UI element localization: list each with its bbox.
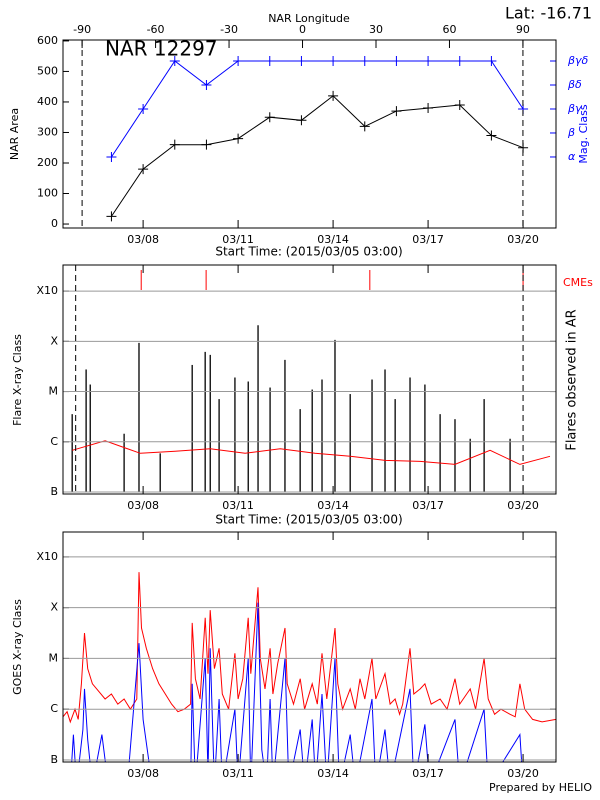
y-tick-label: M	[49, 651, 59, 664]
plot-frame	[62, 531, 557, 763]
x2-tick-label: 90	[516, 23, 530, 36]
x-tick-label: 03/08	[127, 233, 159, 246]
y2-tick-label: βγδ	[567, 54, 589, 67]
x-tick-label: 03/11	[222, 767, 254, 780]
point-marker	[328, 90, 339, 101]
point-marker	[454, 55, 465, 66]
flare-rate-line	[72, 440, 551, 465]
x2-tick-label: -90	[73, 23, 91, 36]
x-tick-label: 03/08	[127, 767, 159, 780]
point-marker	[296, 55, 307, 66]
point-marker	[169, 139, 180, 150]
y2-tick-label: βδ	[567, 78, 582, 91]
point-marker	[359, 121, 370, 132]
y-axis-label: Flare X-ray Class	[11, 334, 24, 426]
point-marker	[423, 55, 434, 66]
y-tick-label: B	[50, 753, 58, 766]
y-tick-label: 600	[37, 34, 58, 47]
x-axis-label: Start Time: (2015/03/05 03:00)	[215, 245, 402, 259]
y-tick-label: X	[50, 334, 58, 347]
plot-area	[71, 270, 551, 492]
point-marker	[486, 55, 497, 66]
x-tick-label: 03/14	[317, 499, 349, 512]
plot-area	[106, 55, 529, 222]
plot-area	[63, 572, 556, 762]
x-tick-label: 03/20	[507, 767, 539, 780]
y2-axis-label: Mag. Class	[577, 104, 590, 163]
point-marker	[106, 151, 117, 162]
x2-tick-label: -30	[220, 23, 238, 36]
y-tick-label: 0	[51, 217, 58, 230]
point-marker	[359, 55, 370, 66]
x-tick-label: 03/20	[507, 499, 539, 512]
series-line	[71, 602, 523, 762]
y-tick-label: 500	[37, 64, 58, 77]
latitude: Lat: -16.71	[505, 4, 592, 23]
y2-tick-label: α	[568, 150, 576, 163]
x-axis-label: Start Time: (2015/03/05 03:00)	[215, 513, 402, 527]
y2-axis-label: Flares observed in AR	[565, 309, 580, 450]
point-marker	[138, 103, 149, 114]
y-tick-label: 200	[37, 156, 58, 169]
point-marker	[486, 130, 497, 141]
series-line	[110, 60, 524, 158]
x2-tick-label: 0	[299, 23, 306, 36]
y-tick-label: 100	[37, 187, 58, 200]
y2-tick-label: βγ	[567, 102, 582, 115]
y-tick-label: B	[50, 485, 58, 498]
x-tick-label: 03/11	[222, 233, 254, 246]
y-tick-label: 400	[37, 95, 58, 108]
x-tick-label: 03/17	[412, 233, 444, 246]
plot-frame	[62, 39, 557, 229]
x2-tick-label: -60	[147, 23, 165, 36]
point-marker	[201, 139, 212, 150]
y-tick-label: 300	[37, 125, 58, 138]
point-marker	[391, 106, 402, 117]
x-tick-label: 03/11	[222, 499, 254, 512]
point-marker	[391, 55, 402, 66]
y-axis-label: GOES X-ray Class	[11, 599, 24, 695]
cme-label: CMEs	[563, 276, 593, 289]
series-line	[110, 95, 524, 217]
credit: Prepared by HELIO	[489, 781, 592, 794]
x-tick-label: 03/14	[317, 233, 349, 246]
x-tick-label: 03/08	[127, 499, 159, 512]
y-tick-label: C	[50, 435, 58, 448]
y-axis-label: NAR Area	[8, 108, 21, 160]
y-tick-label: X10	[36, 550, 58, 563]
point-marker	[296, 115, 307, 126]
point-marker	[264, 112, 275, 123]
series-line	[63, 572, 556, 724]
x-tick-label: 03/14	[317, 767, 349, 780]
x-tick-label: 03/17	[412, 499, 444, 512]
point-marker	[169, 55, 180, 66]
point-marker	[328, 55, 339, 66]
point-marker	[454, 100, 465, 111]
x2-axis-label: NAR Longitude	[268, 12, 350, 25]
y2-tick-label: β	[567, 126, 575, 139]
plot-frame	[62, 264, 557, 495]
y-tick-label: C	[50, 702, 58, 715]
x2-tick-label: 30	[369, 23, 383, 36]
point-marker	[201, 79, 212, 90]
x-tick-label: 03/20	[507, 233, 539, 246]
y-tick-label: X10	[36, 284, 58, 297]
point-marker	[106, 211, 117, 222]
point-marker	[264, 55, 275, 66]
y-tick-label: M	[49, 385, 59, 398]
point-marker	[233, 133, 244, 144]
y-tick-label: X	[50, 601, 58, 614]
x2-tick-label: 60	[442, 23, 456, 36]
point-marker	[233, 55, 244, 66]
x-tick-label: 03/17	[412, 767, 444, 780]
point-marker	[423, 103, 434, 114]
point-marker	[138, 164, 149, 175]
